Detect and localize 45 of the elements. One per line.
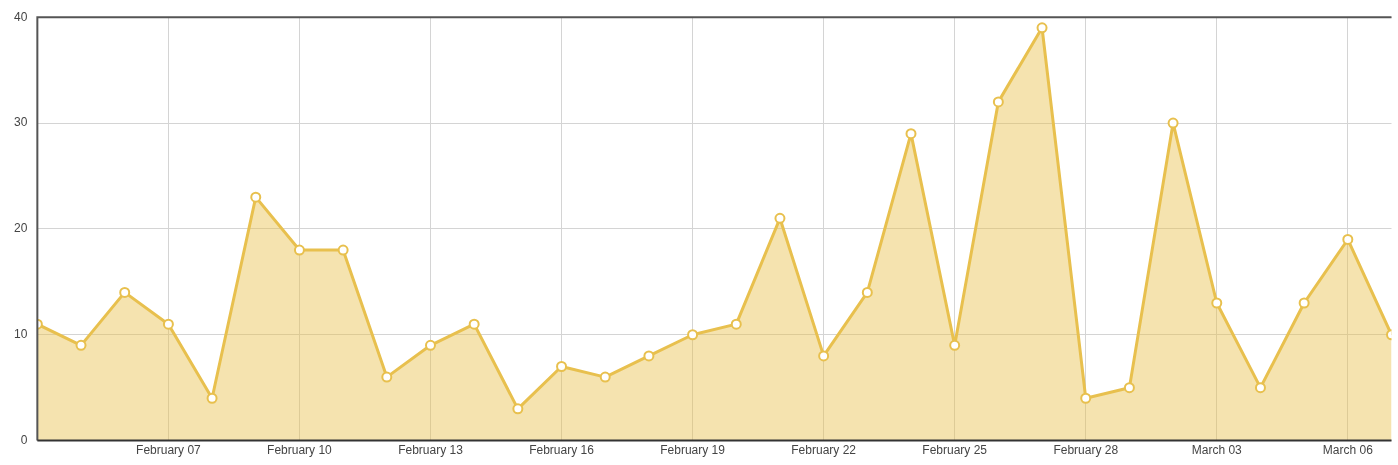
point — [818, 350, 830, 362]
point — [1342, 233, 1354, 245]
x-tick-label: February 13 — [398, 443, 464, 458]
x-tick-label: February 22 — [791, 443, 857, 458]
point — [1211, 297, 1223, 309]
point — [1123, 382, 1135, 394]
x-tick-label: February 25 — [922, 443, 988, 458]
x-tick-label: February 16 — [529, 443, 595, 458]
point — [1254, 382, 1266, 394]
point — [162, 318, 174, 330]
x-tick-label: February 19 — [660, 443, 726, 458]
point — [337, 244, 349, 256]
point — [861, 286, 873, 298]
point — [599, 371, 611, 383]
x-tick-label: February 10 — [267, 443, 333, 458]
point — [512, 403, 524, 415]
point — [206, 392, 218, 404]
point — [687, 329, 699, 341]
point — [556, 361, 568, 373]
y-tick-label: 40 — [13, 9, 28, 24]
point — [774, 212, 786, 224]
point — [1036, 22, 1048, 34]
point — [250, 191, 262, 203]
point — [1167, 117, 1179, 129]
y-tick-label: 20 — [13, 221, 28, 236]
point — [643, 350, 655, 362]
point — [1080, 392, 1092, 404]
y-tick-label: 0 — [20, 432, 28, 447]
point — [381, 371, 393, 383]
x-tick-label: March 06 — [1322, 443, 1374, 458]
x-tick-label: February 28 — [1053, 443, 1119, 458]
point — [949, 339, 961, 351]
point — [424, 339, 436, 351]
point — [992, 96, 1004, 108]
point — [119, 286, 131, 298]
x-tick-label: February 07 — [136, 443, 202, 458]
point — [730, 318, 742, 330]
point — [75, 339, 87, 351]
x-tick-label: March 03 — [1191, 443, 1243, 458]
point — [468, 318, 480, 330]
point — [293, 244, 305, 256]
point — [1298, 297, 1310, 309]
point — [905, 128, 917, 140]
y-tick-label: 10 — [13, 327, 28, 342]
y-tick-label: 30 — [13, 115, 28, 130]
